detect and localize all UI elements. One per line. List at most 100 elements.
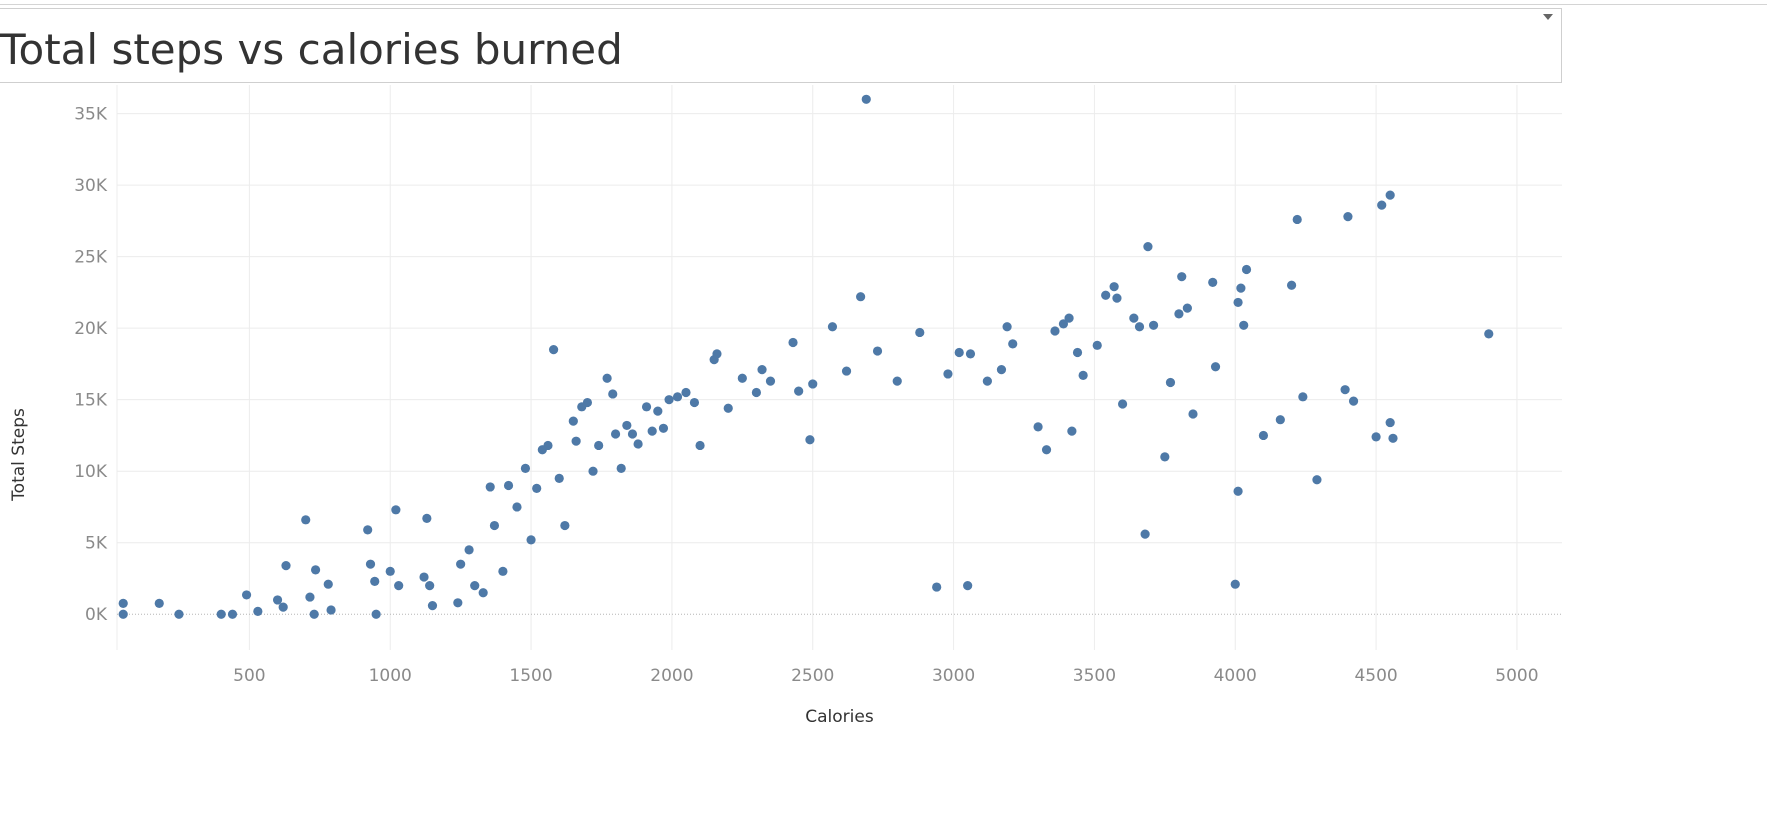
data-point [641, 402, 652, 412]
data-point [1388, 433, 1398, 443]
data-point [582, 397, 592, 408]
data-point [278, 602, 288, 612]
data-point [1258, 430, 1269, 441]
data-point [805, 435, 815, 445]
data-point [788, 337, 798, 348]
data-point [1210, 362, 1221, 372]
data-point [689, 397, 700, 408]
data-point [765, 376, 776, 386]
x-tick-label: 2500 [791, 666, 834, 686]
data-point [1182, 303, 1192, 313]
data-point [737, 373, 747, 383]
data-point [478, 588, 488, 598]
data-point [425, 581, 435, 591]
data-point [664, 395, 674, 405]
data-point [1371, 432, 1381, 442]
data-point [1275, 415, 1285, 425]
data-point [1165, 377, 1176, 388]
data-point [370, 576, 380, 586]
data-point [1050, 326, 1060, 336]
data-point [385, 566, 395, 576]
data-point [827, 322, 838, 332]
data-point [1101, 290, 1111, 300]
data-point [594, 440, 604, 451]
data-point [602, 373, 612, 383]
data-point [1312, 475, 1322, 485]
data-point [560, 520, 570, 531]
data-point [616, 463, 626, 473]
data-point [1143, 242, 1153, 252]
data-point [915, 327, 925, 338]
data-point [1292, 214, 1302, 225]
data-point [419, 572, 429, 582]
data-point [363, 525, 373, 535]
data-point [253, 606, 263, 616]
data-point [695, 440, 705, 451]
data-point [681, 387, 691, 398]
x-tick-label: 2000 [650, 666, 693, 686]
data-point [1129, 313, 1139, 323]
data-point [1385, 417, 1395, 428]
data-point [301, 515, 311, 525]
scatter-plot: 500 1000 1500 2000 2500 3000 3500 4000 4500 5000 … [9, 85, 1562, 727]
data-point [1174, 309, 1184, 319]
data-point [1241, 264, 1252, 275]
data-point [365, 559, 376, 569]
data-point [1385, 190, 1395, 200]
data-point [954, 347, 964, 358]
data-point [1008, 339, 1018, 349]
data-point [470, 581, 480, 591]
dropdown-caret-icon[interactable] [1543, 14, 1553, 20]
data-point [1002, 322, 1012, 332]
data-point [794, 386, 804, 396]
data-point [672, 392, 683, 402]
y-tick-label: 5K [85, 534, 108, 554]
data-point [485, 482, 495, 492]
data-point [1148, 320, 1159, 330]
data-point [512, 502, 522, 512]
data-point [1092, 340, 1102, 350]
data-point [281, 561, 291, 571]
data-point [1233, 297, 1243, 308]
data-point [305, 592, 315, 602]
data-point [498, 566, 508, 576]
data-point [427, 601, 438, 611]
y-tick-labels: 0K 5K 10K 15K 20K 25K 30K 35K [74, 105, 108, 626]
data-point [1239, 320, 1249, 330]
chart-title: Total steps vs calories burned [0, 25, 623, 74]
x-tick-label: 5000 [1495, 666, 1538, 686]
data-point [394, 581, 404, 591]
data-point [453, 598, 463, 608]
data-point [520, 463, 531, 473]
top-divider [0, 4, 1767, 5]
data-point [1134, 322, 1145, 332]
data-point [1343, 211, 1353, 222]
data-point [310, 565, 321, 575]
x-tick-label: 3500 [1073, 666, 1116, 686]
data-point [174, 609, 184, 619]
data-point [1112, 293, 1122, 303]
data-point [982, 376, 992, 386]
data-point [118, 598, 128, 608]
data-point [647, 426, 657, 436]
data-point [627, 429, 638, 439]
data-point [751, 387, 762, 398]
data-point [571, 436, 581, 446]
data-point [622, 420, 632, 431]
data-point [1340, 385, 1350, 395]
data-point [1072, 347, 1083, 358]
data-point [856, 292, 866, 302]
data-point [371, 609, 381, 619]
x-tick-label: 4500 [1354, 666, 1397, 686]
data-point [272, 595, 283, 605]
data-point [241, 590, 252, 600]
title-container: Total steps vs calories burned [0, 8, 1562, 83]
data-point [1233, 486, 1243, 496]
data-point [227, 609, 238, 619]
data-point [422, 513, 432, 524]
data-point [861, 94, 871, 104]
data-point [588, 466, 598, 476]
data-point [1188, 409, 1198, 419]
data-point [1067, 426, 1077, 436]
data-point [489, 520, 500, 531]
